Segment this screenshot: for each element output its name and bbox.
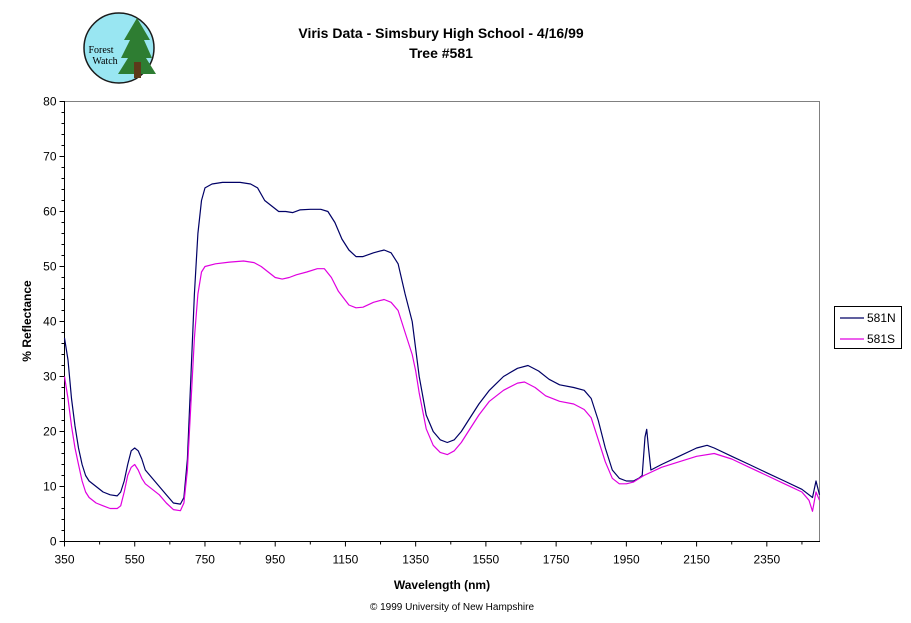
series-line-581n xyxy=(63,181,821,505)
x-tick-label: 750 xyxy=(195,553,215,567)
series-lines xyxy=(63,181,821,512)
chart-title: Viris Data - Simsbury High School - 4/16… xyxy=(298,25,583,41)
y-tick-label: 50 xyxy=(43,260,57,274)
y-ticks: 0 10 20 30 40 50 60 70 80 xyxy=(43,95,65,549)
x-tick-label: 350 xyxy=(54,553,74,567)
legend-box xyxy=(834,306,902,349)
x-tick-label: 1950 xyxy=(613,553,640,567)
forest-watch-logo: Forest Watch xyxy=(83,12,156,84)
x-tick-label: 1350 xyxy=(402,553,429,567)
y-tick-label: 0 xyxy=(50,535,57,549)
chart-subtitle: Tree #581 xyxy=(409,45,473,61)
x-ticks: 350 550 750 950 1150 1350 1550 1750 1950 2150 2350 xyxy=(54,541,803,567)
tree-trunk-icon xyxy=(134,62,141,78)
y-axis-label: % Reflectance xyxy=(20,280,34,362)
x-tick-label: 2350 xyxy=(753,553,780,567)
legend-label-581s: 581S xyxy=(867,332,895,346)
plot-area xyxy=(64,101,820,542)
y-tick-label: 40 xyxy=(43,315,57,329)
y-tick-label: 60 xyxy=(43,205,57,219)
y-tick-label: 70 xyxy=(43,150,57,164)
legend: 581N 581S xyxy=(834,306,902,349)
legend-label-581n: 581N xyxy=(867,311,896,325)
series-line-581s xyxy=(63,260,821,512)
y-tick-label: 30 xyxy=(43,370,57,384)
y-tick-label: 20 xyxy=(43,425,57,439)
tree-icon xyxy=(118,18,156,74)
y-tick-label: 80 xyxy=(43,95,57,109)
x-tick-label: 1150 xyxy=(333,553,359,567)
x-tick-label: 550 xyxy=(125,553,145,567)
copyright-footer: © 1999 University of New Hampshire xyxy=(370,602,535,613)
logo-text-forest: Forest xyxy=(89,45,114,56)
x-axis-label: Wavelength (nm) xyxy=(394,578,490,592)
logo-text-watch: Watch xyxy=(92,56,117,67)
x-tick-label: 1550 xyxy=(473,553,500,567)
x-tick-label: 1750 xyxy=(543,553,570,567)
y-tick-label: 10 xyxy=(43,480,57,494)
x-tick-label: 2150 xyxy=(683,553,710,567)
x-tick-label: 950 xyxy=(265,553,285,567)
